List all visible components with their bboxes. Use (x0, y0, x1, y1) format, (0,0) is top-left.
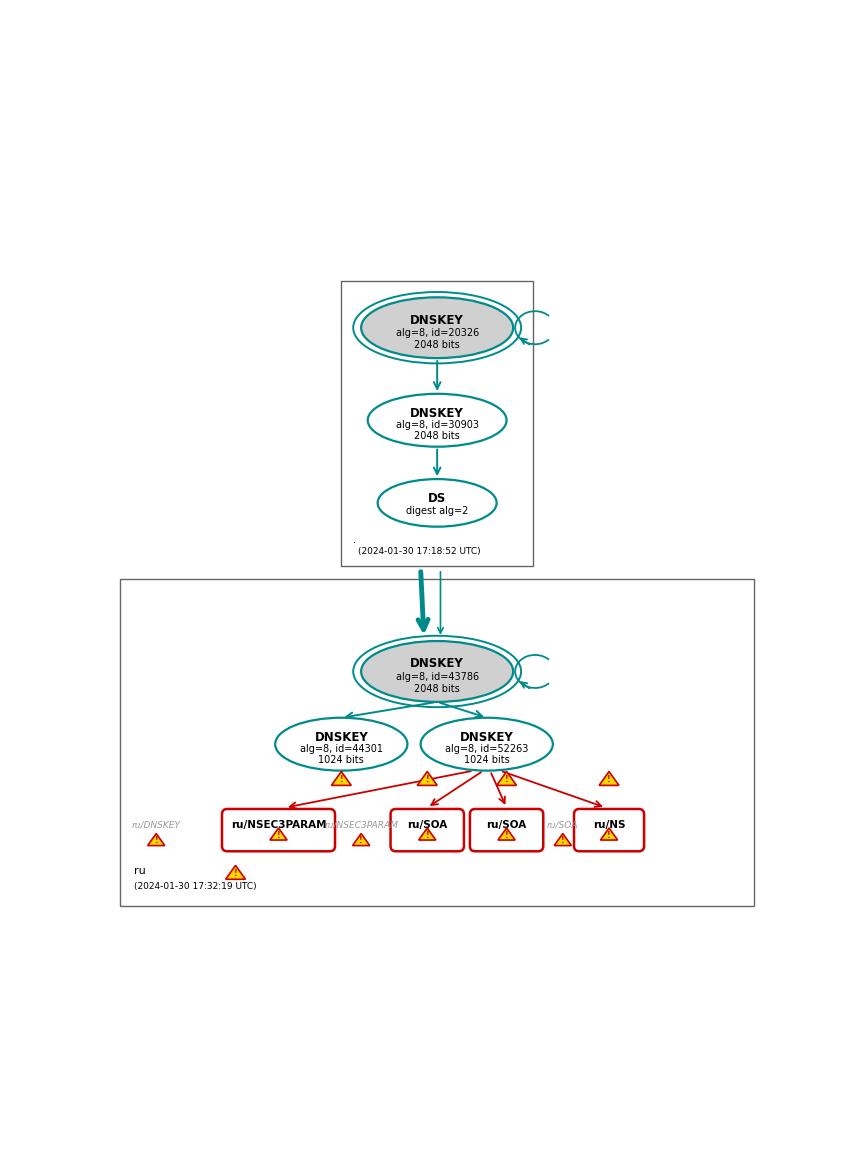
Polygon shape (269, 828, 287, 840)
Polygon shape (600, 828, 617, 840)
FancyBboxPatch shape (119, 578, 754, 906)
Text: (2024-01-30 17:32:19 UTC): (2024-01-30 17:32:19 UTC) (135, 881, 256, 891)
Polygon shape (352, 834, 369, 845)
Text: !: ! (504, 775, 508, 785)
Polygon shape (598, 772, 619, 786)
Text: DNSKEY: DNSKEY (410, 658, 463, 670)
Text: !: ! (233, 869, 237, 878)
Text: !: ! (154, 836, 158, 845)
Text: alg=8, id=30903: alg=8, id=30903 (395, 420, 478, 430)
Text: !: ! (504, 830, 508, 840)
Text: DNSKEY: DNSKEY (410, 407, 463, 420)
Text: alg=8, id=43786: alg=8, id=43786 (395, 672, 478, 682)
Polygon shape (418, 828, 435, 840)
FancyBboxPatch shape (573, 809, 643, 851)
Text: 2048 bits: 2048 bits (414, 684, 459, 694)
Text: DS: DS (428, 492, 446, 505)
Ellipse shape (360, 641, 513, 702)
Text: DNSKEY: DNSKEY (459, 731, 513, 744)
FancyBboxPatch shape (469, 809, 543, 851)
Text: !: ! (425, 830, 429, 840)
Text: (2024-01-30 17:18:52 UTC): (2024-01-30 17:18:52 UTC) (358, 547, 480, 556)
Text: !: ! (339, 775, 343, 785)
Text: ru/SOA: ru/SOA (406, 821, 446, 830)
Text: DNSKEY: DNSKEY (410, 314, 463, 326)
Polygon shape (496, 772, 516, 786)
Text: !: ! (276, 830, 280, 840)
Polygon shape (554, 834, 571, 845)
Text: ru/NSEC3PARAM: ru/NSEC3PARAM (231, 821, 325, 830)
Ellipse shape (420, 718, 552, 771)
Text: ru/SOA: ru/SOA (546, 821, 578, 830)
Text: alg=8, id=20326: alg=8, id=20326 (395, 328, 478, 338)
Text: digest alg=2: digest alg=2 (406, 506, 468, 517)
Text: 2048 bits: 2048 bits (414, 430, 459, 441)
Polygon shape (498, 828, 515, 840)
Polygon shape (225, 865, 245, 879)
Text: ru/NS: ru/NS (592, 821, 625, 830)
Text: !: ! (359, 836, 362, 845)
Text: ru/NSEC3PARAM: ru/NSEC3PARAM (324, 821, 398, 830)
Text: ru: ru (135, 866, 146, 877)
Text: 2048 bits: 2048 bits (414, 340, 459, 350)
Text: 1024 bits: 1024 bits (463, 754, 509, 765)
Polygon shape (417, 772, 437, 786)
FancyBboxPatch shape (341, 281, 532, 566)
FancyBboxPatch shape (222, 809, 335, 851)
Text: !: ! (607, 830, 610, 840)
Text: !: ! (561, 836, 564, 845)
Text: ru/DNSKEY: ru/DNSKEY (131, 821, 181, 830)
Ellipse shape (377, 479, 496, 527)
Polygon shape (331, 772, 351, 786)
FancyBboxPatch shape (390, 809, 463, 851)
Text: ru/SOA: ru/SOA (486, 821, 526, 830)
Polygon shape (147, 834, 164, 845)
Text: alg=8, id=44301: alg=8, id=44301 (299, 744, 383, 754)
Text: DNSKEY: DNSKEY (314, 731, 368, 744)
Text: alg=8, id=52263: alg=8, id=52263 (445, 744, 527, 754)
Ellipse shape (360, 297, 513, 358)
Ellipse shape (367, 394, 506, 447)
Text: .: . (353, 534, 356, 545)
Text: !: ! (607, 775, 610, 785)
Ellipse shape (275, 718, 407, 771)
Text: 1024 bits: 1024 bits (318, 754, 364, 765)
Text: !: ! (425, 775, 429, 785)
